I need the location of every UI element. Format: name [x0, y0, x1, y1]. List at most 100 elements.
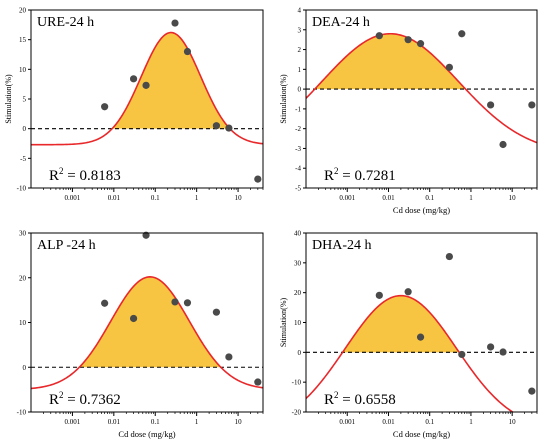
x-tick-label: 10	[509, 194, 517, 202]
y-tick-label: 40	[294, 230, 302, 238]
x-tick-label: 0.1	[151, 194, 160, 202]
x-tick-label: 1	[195, 194, 199, 202]
y-tick-label: 4	[298, 7, 302, 15]
data-point-4	[171, 19, 179, 27]
data-point-4	[445, 63, 453, 71]
x-tick-label: 1	[195, 418, 199, 426]
y-tick-label: 0	[23, 364, 27, 372]
r-squared-value: = 0.8183	[64, 168, 121, 184]
y-tick-label: 0	[298, 86, 302, 94]
data-point-5	[458, 350, 466, 359]
panel-title: URE-24 h	[37, 15, 94, 30]
chart-panel-3: -10 0 10 20 30 0.001 0.01 0.1 1 10 Cd dose (mg/kg)…	[17, 230, 264, 439]
data-point-5	[183, 299, 192, 307]
y-tick-label: -10	[17, 409, 27, 417]
r-squared-label: R2 = 0.6558	[324, 390, 396, 408]
x-axis-label: Cd dose (mg/kg)	[393, 205, 450, 215]
y-tick-label: 30	[294, 259, 302, 267]
chart-panel-1: -10 -5 0 5 10 15 20 0.001 0.01 0.1 1 10 Stimulation(…	[4, 7, 264, 202]
data-point-1	[375, 32, 383, 40]
hormesis-fill-area	[79, 276, 221, 368]
data-point-5	[458, 30, 466, 38]
data-point-6	[487, 101, 495, 109]
panel-title: ALP -24 h	[37, 238, 96, 253]
r-squared-superscript: 2	[59, 390, 64, 400]
data-point-8	[254, 378, 262, 386]
x-tick-label: 0.01	[108, 418, 121, 426]
hormesis-fill-area	[112, 32, 230, 129]
y-tick-label: -3	[295, 145, 301, 153]
y-axis-label: Stimulation(%)	[279, 74, 288, 124]
y-tick-label: -4	[295, 165, 301, 173]
y-tick-label: 3	[298, 26, 302, 34]
data-point-6	[212, 122, 221, 130]
x-axis-label: Cd dose (mg/kg)	[118, 429, 175, 439]
y-tick-label: 0	[23, 125, 27, 133]
r-squared-superscript: 2	[334, 166, 339, 176]
y-tick-label: -2	[295, 125, 301, 133]
y-tick-label: 20	[19, 274, 27, 282]
data-point-4	[171, 298, 179, 306]
x-tick-label: 0.01	[108, 194, 121, 202]
y-tick-label: 10	[19, 319, 27, 327]
r-squared-value: = 0.7362	[64, 392, 121, 408]
y-tick-label: 15	[19, 36, 27, 44]
r-squared-label: R2 = 0.8183	[49, 166, 121, 184]
y-tick-label: 20	[19, 7, 27, 15]
fitted-curve	[31, 276, 263, 390]
data-point-7	[499, 348, 507, 356]
x-tick-label: 0.001	[65, 194, 81, 202]
r-squared-superscript: 2	[334, 390, 339, 400]
r-squared-label: R2 = 0.7362	[49, 390, 121, 408]
y-tick-label: 10	[294, 319, 302, 327]
y-tick-label: 10	[19, 66, 27, 74]
data-point-1	[101, 103, 109, 111]
data-point-4	[445, 252, 453, 261]
y-tick-label: -10	[17, 185, 27, 193]
chart-panel-2: -5 -4 -3 -2 -1 0 1 2 3 4 0.001 0.01 0.1 1 10 Cd dose (m…	[279, 7, 538, 215]
data-point-2	[129, 314, 138, 323]
data-point-2	[404, 288, 412, 296]
y-tick-label: 1	[298, 66, 302, 74]
x-axis-label: Cd dose (mg/kg)	[393, 429, 450, 439]
hormesis-fill-area	[342, 295, 460, 353]
y-tick-label: 5	[23, 96, 27, 104]
chart-panel-4: -20 -10 0 10 20 30 40 0.001 0.01 0.1 1 10 Cd dose (m…	[279, 230, 538, 439]
r-squared-symbol: R	[49, 168, 59, 184]
x-tick-label: 0.01	[382, 194, 395, 202]
x-tick-label: 10	[235, 194, 243, 202]
data-point-1	[375, 291, 383, 299]
x-tick-label: 10	[235, 418, 243, 426]
y-tick-label: -20	[292, 409, 302, 417]
y-axis-label: Stimulation(%)	[279, 298, 288, 348]
x-tick-label: 0.1	[151, 418, 160, 426]
x-tick-label: 10	[509, 418, 517, 426]
data-point-2	[404, 36, 412, 44]
data-point-1	[101, 299, 109, 307]
r-squared-symbol: R	[49, 392, 59, 408]
y-tick-label: -5	[295, 185, 301, 193]
r-squared-superscript: 2	[59, 166, 64, 176]
r-squared-symbol: R	[324, 168, 334, 184]
data-point-5	[183, 47, 192, 56]
y-tick-label: -10	[292, 379, 302, 387]
x-tick-label: 1	[469, 194, 473, 202]
data-point-2	[129, 75, 138, 83]
r-squared-value: = 0.7281	[339, 168, 396, 184]
x-tick-label: 0.1	[425, 418, 434, 426]
x-tick-label: 0.1	[425, 194, 434, 202]
r-squared-value: = 0.6558	[339, 392, 396, 408]
data-point-6	[487, 343, 495, 351]
data-point-6	[212, 308, 221, 316]
data-point-8	[254, 175, 262, 183]
y-tick-label: -5	[20, 155, 26, 163]
plot-frame	[305, 9, 538, 189]
y-tick-label: 2	[298, 46, 302, 54]
hormesis-fill-area	[314, 33, 466, 90]
y-tick-label: 30	[19, 230, 27, 238]
x-tick-label: 1	[469, 418, 473, 426]
panel-title: DHA-24 h	[312, 238, 372, 253]
x-tick-label: 0.001	[339, 194, 355, 202]
y-tick-label: -1	[295, 105, 301, 113]
x-tick-label: 0.001	[65, 418, 81, 426]
